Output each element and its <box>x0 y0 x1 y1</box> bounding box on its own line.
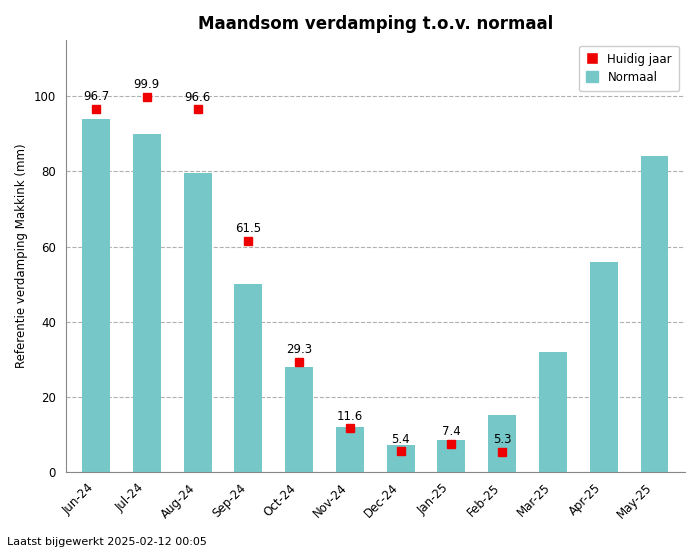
Bar <box>285 367 313 472</box>
Text: 7.4: 7.4 <box>442 425 461 438</box>
Bar <box>488 415 516 472</box>
Bar <box>438 440 466 472</box>
Bar <box>590 261 617 472</box>
Text: 29.3: 29.3 <box>286 343 312 356</box>
Bar <box>234 284 262 472</box>
Bar <box>539 351 567 472</box>
Text: 61.5: 61.5 <box>235 222 261 235</box>
Text: 96.6: 96.6 <box>184 91 211 103</box>
Legend: Huidig jaar, Normaal: Huidig jaar, Normaal <box>579 46 679 91</box>
Y-axis label: Referentie verdamping Makkink (mm): Referentie verdamping Makkink (mm) <box>15 144 28 368</box>
Text: 11.6: 11.6 <box>337 410 363 422</box>
Bar <box>133 134 161 472</box>
Bar <box>386 446 414 472</box>
Text: 96.7: 96.7 <box>83 90 109 103</box>
Text: 5.4: 5.4 <box>391 433 410 446</box>
Text: 99.9: 99.9 <box>134 78 160 91</box>
Text: 5.3: 5.3 <box>493 433 512 446</box>
Bar <box>336 427 364 472</box>
Bar <box>183 173 211 472</box>
Bar <box>82 119 110 472</box>
Text: Laatst bijgewerkt 2025-02-12 00:05: Laatst bijgewerkt 2025-02-12 00:05 <box>7 537 207 547</box>
Bar <box>640 156 668 472</box>
Title: Maandsom verdamping t.o.v. normaal: Maandsom verdamping t.o.v. normaal <box>197 15 553 33</box>
